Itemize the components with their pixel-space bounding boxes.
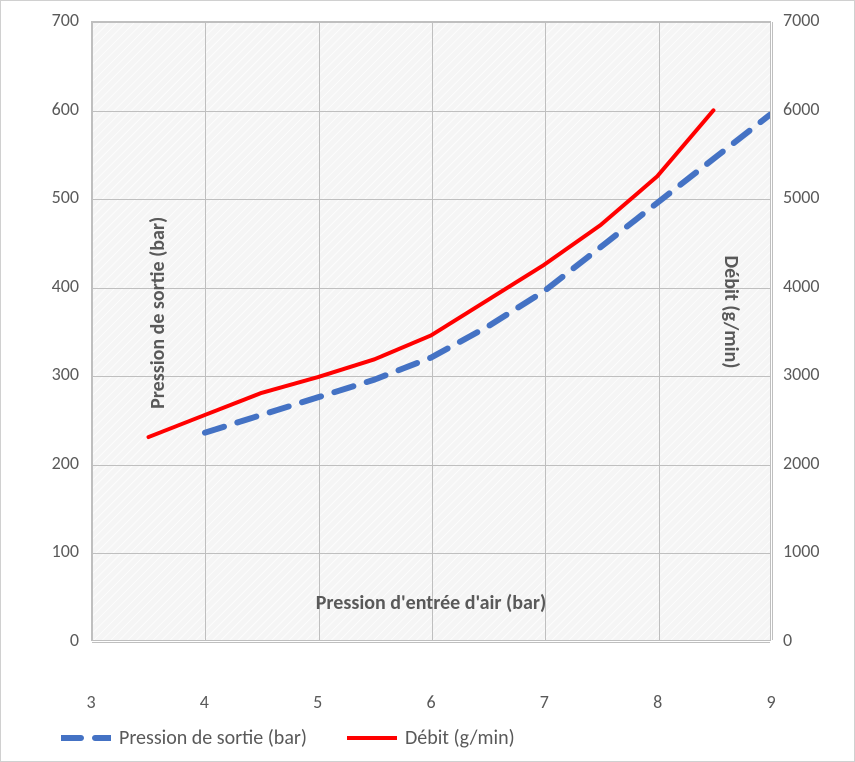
grid-line-vertical xyxy=(319,22,320,640)
y2-axis-title: Débit (g/min) xyxy=(719,157,743,467)
y1-tick-label: 500 xyxy=(1,186,79,208)
legend-label: Débit (g/min) xyxy=(405,726,515,750)
y1-tick-label: 200 xyxy=(1,452,79,474)
grid-line-horizontal xyxy=(92,288,770,289)
legend-label: Pression de sortie (bar) xyxy=(119,726,307,750)
y1-axis-title: Pression de sortie (bar) xyxy=(146,120,170,504)
x-tick-label: 6 xyxy=(426,691,435,713)
y2-tick-label: 7000 xyxy=(783,9,820,31)
legend-item: Débit (g/min) xyxy=(347,726,515,750)
y2-tick-label: 6000 xyxy=(783,98,820,120)
grid-line-vertical xyxy=(205,22,206,640)
y2-tick-label: 3000 xyxy=(783,363,820,385)
y1-tick-label: 700 xyxy=(1,9,79,31)
y2-tick-label: 5000 xyxy=(783,186,820,208)
x-tick-label: 4 xyxy=(200,691,209,713)
y2-tick-label: 0 xyxy=(783,629,792,651)
x-tick-label: 8 xyxy=(653,691,662,713)
legend-swatch xyxy=(347,727,397,749)
grid-line-vertical xyxy=(545,22,546,640)
grid-line-horizontal xyxy=(92,22,770,23)
x-tick-label: 5 xyxy=(313,691,322,713)
y2-tick-label: 1000 xyxy=(783,540,820,562)
y1-tick-label: 100 xyxy=(1,540,79,562)
x-tick-label: 7 xyxy=(540,691,549,713)
legend-swatch xyxy=(61,727,111,749)
y2-tick-label: 4000 xyxy=(783,275,820,297)
grid-line-vertical xyxy=(772,22,773,640)
plot-area xyxy=(91,21,771,641)
grid-line-horizontal xyxy=(92,642,770,643)
y1-tick-label: 0 xyxy=(1,629,79,651)
legend-item: Pression de sortie (bar) xyxy=(61,726,307,750)
y1-tick-label: 400 xyxy=(1,275,79,297)
legend: Pression de sortie (bar) Débit (g/min) xyxy=(61,726,515,750)
grid-line-horizontal xyxy=(92,553,770,554)
grid-line-vertical xyxy=(659,22,660,640)
grid-line-vertical xyxy=(92,22,93,640)
y1-tick-label: 600 xyxy=(1,98,79,120)
plot-hatch-background xyxy=(92,22,770,640)
grid-line-horizontal xyxy=(92,376,770,377)
y2-tick-label: 2000 xyxy=(783,452,820,474)
y1-tick-label: 300 xyxy=(1,363,79,385)
grid-line-horizontal xyxy=(92,465,770,466)
grid-line-horizontal xyxy=(92,199,770,200)
x-tick-label: 3 xyxy=(86,691,95,713)
x-axis-title: Pression d'entrée d'air (bar) xyxy=(213,591,648,615)
grid-line-vertical xyxy=(432,22,433,640)
x-tick-label: 9 xyxy=(766,691,775,713)
grid-line-horizontal xyxy=(92,111,770,112)
chart-container: 0 100 200 300 400 500 600 700 0 1000 2000 3000 4000… xyxy=(0,0,855,762)
